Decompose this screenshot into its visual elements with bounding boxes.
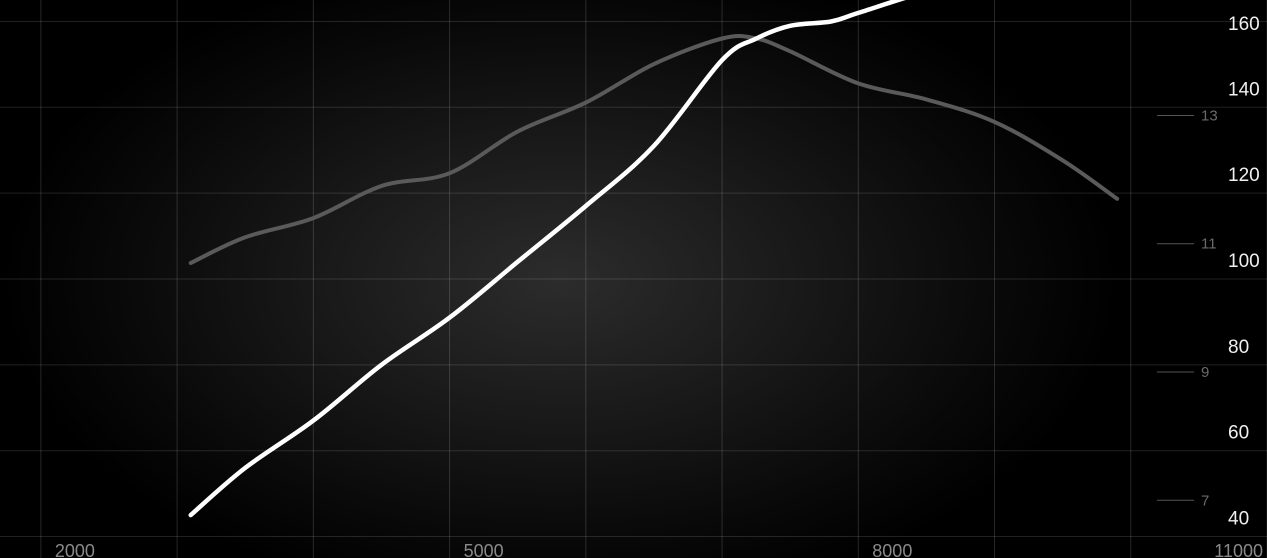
series-line-primary bbox=[188, 0, 906, 518]
series-line-secondary bbox=[188, 34, 1120, 265]
y-tick-label: 160 bbox=[1228, 14, 1260, 35]
y2-tick-label: 7 bbox=[1201, 492, 1209, 509]
right-secondary-axis: 7 9 11 13 bbox=[1157, 107, 1218, 509]
x-tick-label: 5000 bbox=[464, 541, 504, 558]
y-tick-label: 80 bbox=[1228, 337, 1249, 358]
y-tick-label: 40 bbox=[1228, 509, 1249, 530]
x-tick-label: 2000 bbox=[55, 541, 95, 558]
x-tick-label: 8000 bbox=[872, 541, 912, 558]
vertical-gridlines bbox=[40, 0, 1267, 558]
y2-tick-label: 9 bbox=[1201, 364, 1209, 381]
x-tick-label: 11000 bbox=[1214, 541, 1263, 558]
horizontal-gridlines bbox=[0, 20, 1267, 538]
y2-tick-label: 13 bbox=[1201, 107, 1218, 124]
series-layer bbox=[188, 0, 1120, 518]
y-tick-label: 120 bbox=[1228, 165, 1260, 186]
x-axis: 2000 5000 8000 11000 bbox=[55, 541, 1263, 558]
right-primary-axis: 40 60 80 100 120 140 160 bbox=[1228, 14, 1260, 530]
y-tick-label: 140 bbox=[1228, 79, 1260, 100]
y2-tick-label: 11 bbox=[1201, 236, 1217, 253]
y-tick-label: 100 bbox=[1228, 251, 1260, 272]
y-tick-label: 60 bbox=[1228, 423, 1249, 444]
